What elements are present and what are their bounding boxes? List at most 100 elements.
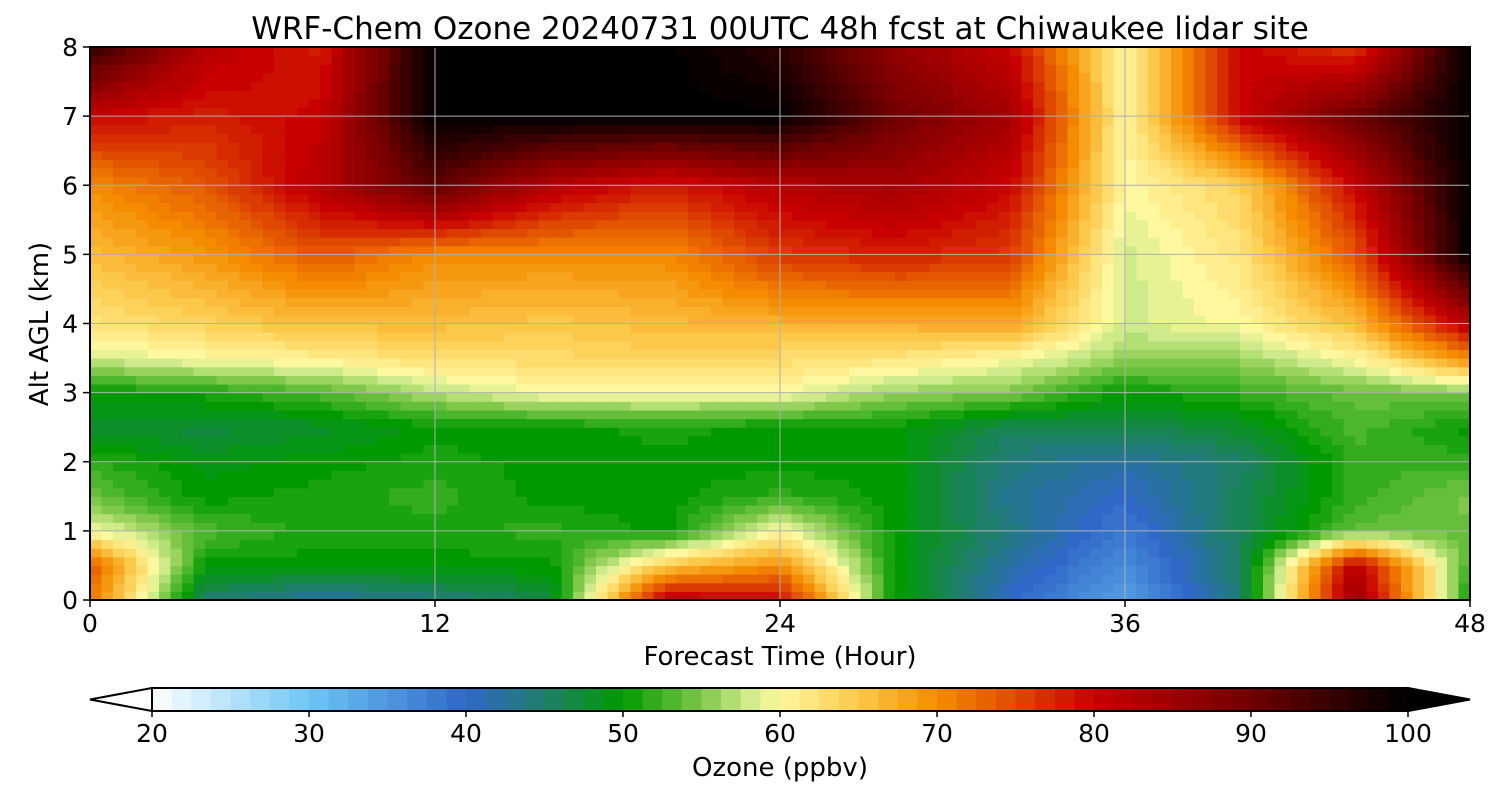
heatmap-cell: [1286, 496, 1299, 506]
heatmap-cell: [423, 522, 436, 532]
heatmap-cell: [1251, 288, 1264, 299]
heatmap-cell: [170, 565, 183, 575]
heatmap-cell: [239, 383, 252, 394]
heatmap-cell: [1332, 401, 1345, 411]
heatmap-cell: [205, 280, 218, 290]
heatmap-cell: [343, 288, 356, 299]
heatmap-cell: [975, 245, 988, 255]
heatmap-cell: [619, 245, 632, 255]
heatmap-cell: [435, 479, 448, 489]
heatmap-cell: [136, 306, 149, 316]
heatmap-cell: [1251, 461, 1264, 471]
heatmap-cell: [630, 574, 643, 584]
heatmap-cell: [90, 297, 103, 307]
heatmap-cell: [1033, 522, 1046, 532]
heatmap-cell: [1286, 401, 1299, 411]
heatmap-cell: [860, 556, 873, 567]
heatmap-cell: [469, 496, 482, 506]
heatmap-cell: [987, 366, 1000, 376]
heatmap-cell: [1251, 444, 1264, 454]
heatmap-cell: [791, 358, 804, 368]
heatmap-cell: [1010, 401, 1023, 411]
heatmap-cell: [400, 237, 413, 247]
heatmap-cell: [400, 349, 413, 359]
heatmap-cell: [1240, 418, 1253, 428]
heatmap-cell: [722, 582, 735, 592]
heatmap-cell: [665, 582, 678, 592]
heatmap-cell: [849, 383, 862, 394]
heatmap-cell: [285, 427, 298, 437]
heatmap-cell: [308, 280, 321, 290]
heatmap-cell: [734, 306, 747, 316]
heatmap-cell: [297, 254, 310, 264]
heatmap-cell: [837, 539, 850, 549]
heatmap-cell: [182, 237, 195, 247]
heatmap-cell: [1148, 453, 1161, 463]
heatmap-cell: [987, 582, 1000, 592]
heatmap-cell: [1182, 271, 1195, 281]
heatmap-cell: [1090, 366, 1103, 376]
heatmap-cell: [1044, 409, 1057, 420]
heatmap-cell: [918, 332, 931, 342]
heatmap-cell: [676, 375, 689, 385]
heatmap-cell: [745, 358, 758, 368]
heatmap-cell: [1309, 366, 1322, 376]
heatmap-cell: [941, 444, 954, 454]
heatmap-cell: [918, 427, 931, 437]
heatmap-cell: [630, 435, 643, 446]
heatmap-cell: [1263, 349, 1276, 359]
heatmap-cell: [343, 366, 356, 376]
heatmap-cell: [1389, 504, 1402, 515]
heatmap-cell: [1297, 263, 1310, 273]
heatmap-cell: [412, 539, 425, 549]
heatmap-cell: [458, 470, 471, 480]
heatmap-cell: [343, 245, 356, 255]
heatmap-cell: [159, 539, 172, 549]
heatmap-cell: [113, 530, 126, 541]
heatmap-cell: [515, 496, 528, 506]
heatmap-cell: [1021, 435, 1034, 446]
heatmap-cell: [607, 366, 620, 376]
heatmap-cell: [699, 280, 712, 290]
heatmap-cell: [987, 392, 1000, 402]
heatmap-cell: [1113, 314, 1126, 325]
heatmap-cell: [987, 375, 1000, 385]
heatmap-cell: [550, 548, 563, 558]
heatmap-cell: [711, 427, 724, 437]
heatmap-cell: [1044, 366, 1057, 376]
heatmap-cell: [803, 314, 816, 325]
heatmap-cell: [1320, 556, 1333, 567]
heatmap-cell: [1217, 574, 1230, 584]
heatmap-cell: [791, 574, 804, 584]
heatmap-cell: [550, 297, 563, 307]
heatmap-cell: [998, 548, 1011, 558]
heatmap-cell: [193, 496, 206, 506]
heatmap-cell: [136, 245, 149, 255]
heatmap-cell: [446, 435, 459, 446]
heatmap-cell: [883, 418, 896, 428]
heatmap-cell: [1366, 548, 1379, 558]
heatmap-cell: [1240, 591, 1253, 600]
heatmap-cell: [504, 401, 517, 411]
heatmap-cell: [515, 288, 528, 299]
heatmap-cell: [366, 271, 379, 281]
heatmap-cell: [193, 340, 206, 351]
heatmap-cell: [711, 323, 724, 333]
heatmap-cell: [1251, 496, 1264, 506]
heatmap-cell: [941, 314, 954, 325]
heatmap-cell: [412, 409, 425, 420]
heatmap-cell: [1263, 314, 1276, 325]
heatmap-cell: [354, 418, 367, 428]
heatmap-cell: [711, 332, 724, 342]
heatmap-cell: [791, 366, 804, 376]
heatmap-cell: [768, 263, 781, 273]
heatmap-cell: [515, 513, 528, 523]
heatmap-cell: [895, 556, 908, 567]
heatmap-cell: [1125, 479, 1138, 489]
heatmap-cell: [1412, 332, 1425, 342]
heatmap-cell: [159, 496, 172, 506]
heatmap-cell: [998, 496, 1011, 506]
heatmap-cell: [147, 444, 160, 454]
heatmap-cell: [975, 323, 988, 333]
heatmap-cell: [952, 383, 965, 394]
